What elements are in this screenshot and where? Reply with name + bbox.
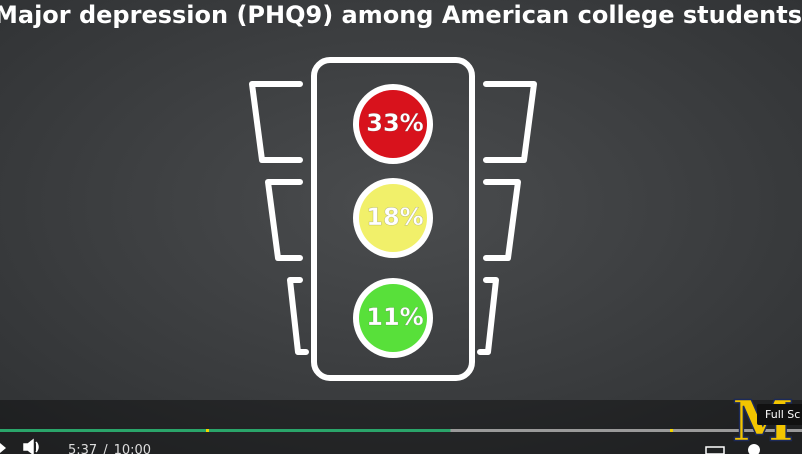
lights: 33% 18% 11% [353, 84, 433, 358]
bracket [265, 179, 303, 261]
bracket [483, 179, 521, 261]
video-title: Major depression (PHQ9) among American c… [0, 1, 802, 29]
tooltip-box [757, 404, 802, 425]
light-label: 11% [366, 303, 423, 331]
current-time: 5:37 [68, 443, 97, 454]
bracket [249, 81, 303, 163]
light [359, 90, 427, 158]
marker [206, 429, 209, 432]
light-label: 18% [366, 203, 423, 231]
light-label: 33% [366, 109, 423, 137]
duration: 10:00 [114, 443, 151, 454]
light-body [311, 57, 475, 381]
traffic-light [249, 57, 537, 381]
subtitles-button[interactable] [705, 446, 725, 454]
marker [670, 429, 673, 432]
time-separator: / [103, 443, 108, 454]
light [359, 184, 427, 252]
bracket [483, 81, 537, 163]
controls-shade [0, 400, 802, 454]
play-button[interactable] [0, 443, 6, 453]
tooltip: Full Sc [765, 408, 800, 421]
time-display: 5:37 / 10:00 [68, 443, 151, 454]
bracket [287, 277, 309, 355]
settings-button[interactable] [748, 444, 760, 454]
progress-played [0, 429, 451, 432]
volume-button[interactable] [23, 438, 39, 454]
light [359, 284, 427, 352]
bracket [477, 277, 499, 355]
